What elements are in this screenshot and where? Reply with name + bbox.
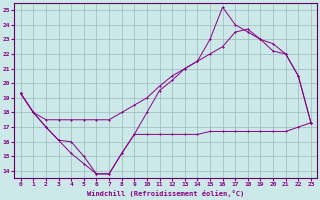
X-axis label: Windchill (Refroidissement éolien,°C): Windchill (Refroidissement éolien,°C): [87, 190, 244, 197]
